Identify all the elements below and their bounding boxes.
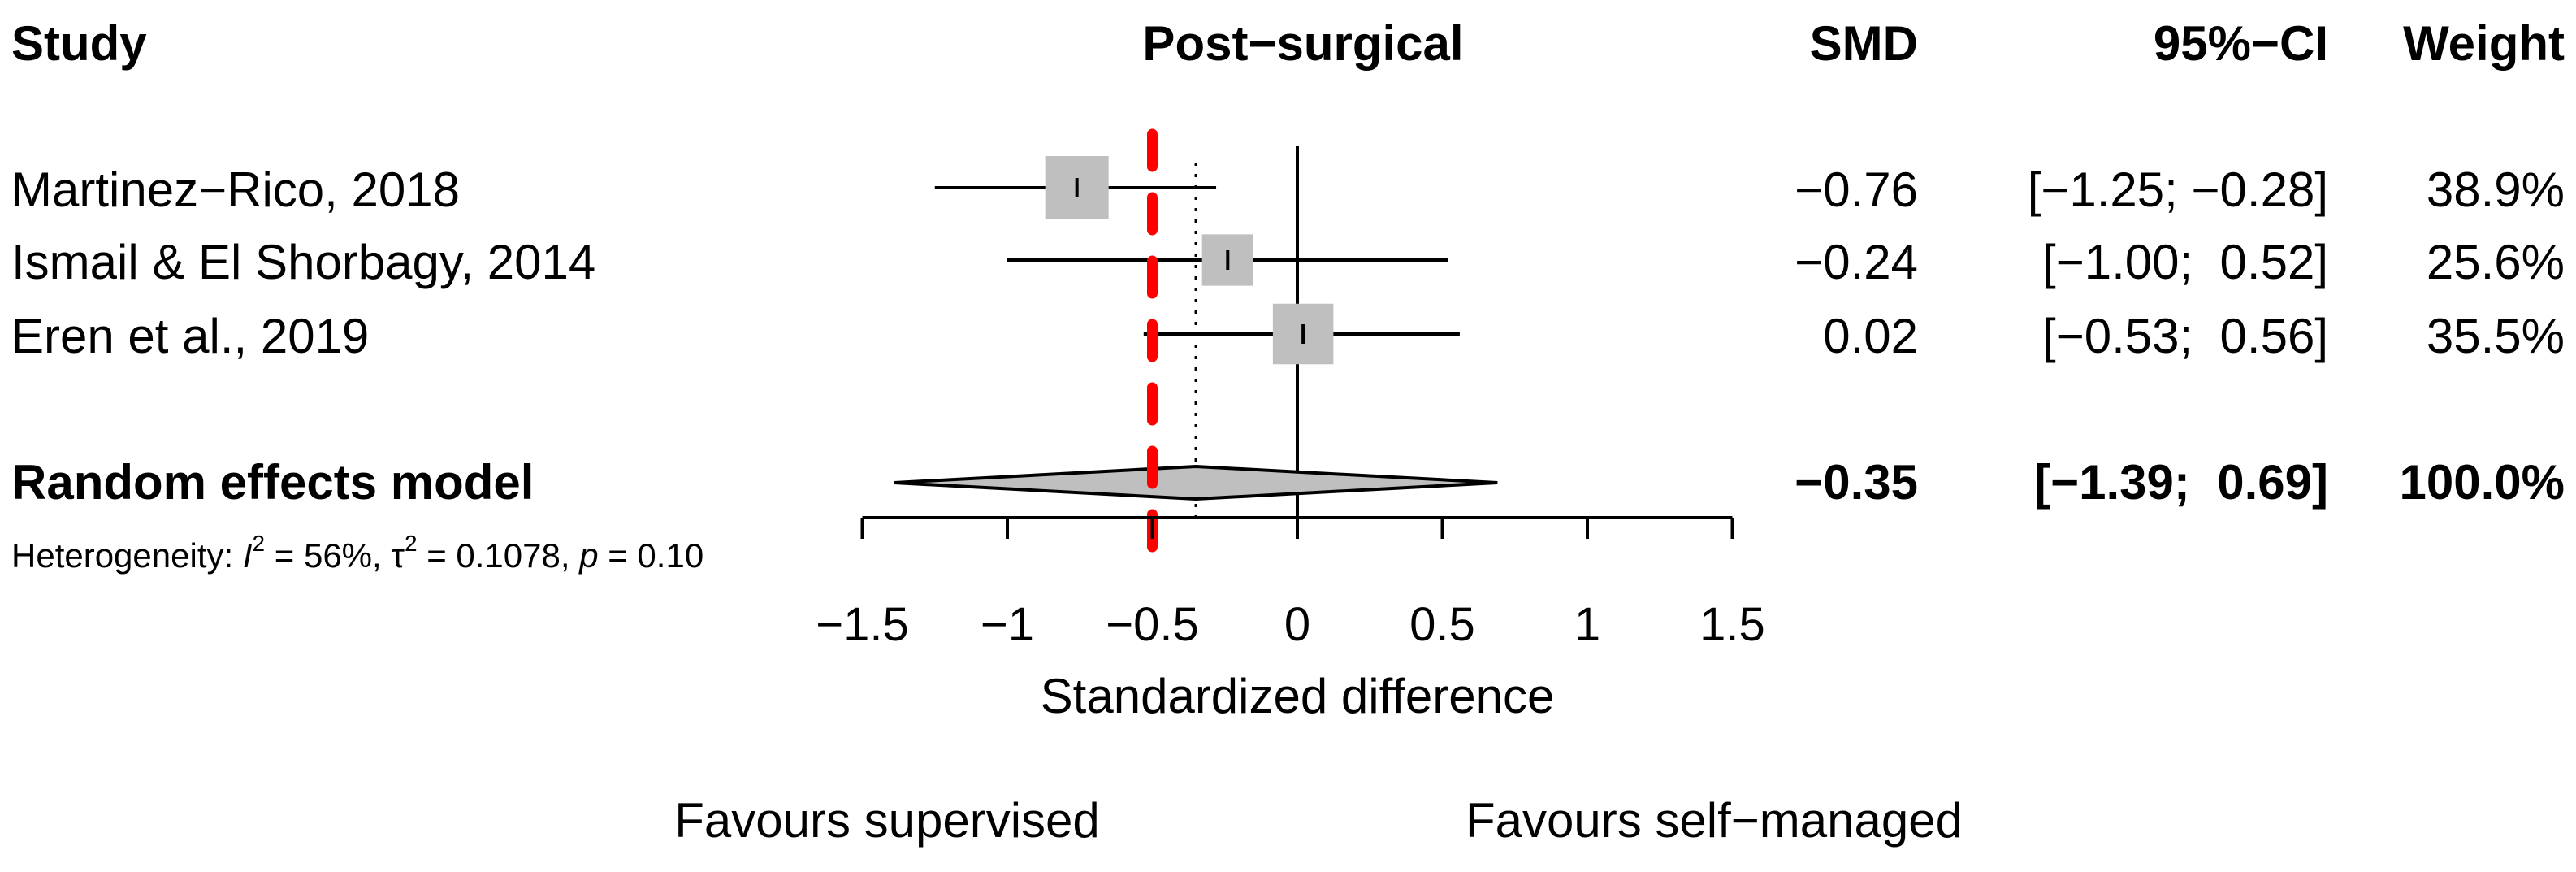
het-p-value: = 0.10 [599,536,704,575]
favours-right-label: Favours self−managed [1466,793,1963,848]
het-p-symbol: p [578,536,598,575]
het-prefix: Heterogeneity: [11,536,243,575]
het-tau-sup: 2 [405,531,418,556]
study-smd: −0.24 [1795,235,1918,289]
pooled-name: Random effects model [11,455,534,510]
x-tick-label: −1 [981,598,1034,651]
favours-left-label: Favours supervised [674,793,1100,848]
x-tick-label: 0 [1284,598,1310,651]
study-row: Ismail & El Shorbagy, 2014 −0.24 [−1.00;… [11,235,2565,289]
study-ci: [−1.00; 0.52] [2042,235,2328,289]
study-header: Study [11,16,147,71]
pooled-row: Random effects model −0.35 [−1.39; 0.69]… [11,455,2565,510]
pooled-ci: [−1.39; 0.69] [2034,455,2328,510]
ci-header: 95%−CI [2154,16,2328,71]
het-i-sup: 2 [253,531,266,556]
het-tau-value: = 0.1078, [418,536,580,575]
chart-title: Post−surgical [1142,16,1463,71]
smd-header: SMD [1810,16,1918,71]
study-smd: 0.02 [1823,309,1918,363]
x-axis-label: Standardized difference [1041,669,1555,723]
pooled-smd: −0.35 [1795,455,1918,510]
x-tick-label: 1 [1574,598,1600,651]
x-tick-label: −1.5 [816,598,909,651]
study-ci: [−0.53; 0.56] [2042,309,2328,363]
x-tick-label: 1.5 [1699,598,1765,651]
study-weight: 25.6% [2427,235,2565,289]
plot-marks: −1.5 −1 −0.5 0 0.5 1 1.5 [816,128,1765,651]
study-ci: [−1.25; −0.28] [2028,163,2328,217]
study-weight: 38.9% [2427,163,2565,217]
het-i-value: = 56%, [265,536,391,575]
het-i-symbol: I [243,536,253,575]
study-weight: 35.5% [2427,309,2565,363]
x-tick-label: −0.5 [1106,598,1199,651]
pooled-weight: 100.0% [2400,455,2565,510]
x-tick-label: 0.5 [1409,598,1475,651]
weight-header: Weight [2403,16,2565,71]
study-smd: −0.76 [1795,163,1918,217]
study-name: Ismail & El Shorbagy, 2014 [11,235,595,289]
het-tau-symbol: τ [391,536,405,575]
study-name: Martinez−Rico, 2018 [11,163,460,217]
study-row: Martinez−Rico, 2018 −0.76 [−1.25; −0.28]… [11,163,2565,217]
pooled-diamond [894,464,1498,501]
study-name: Eren et al., 2019 [11,309,369,363]
study-row: Eren et al., 2019 0.02 [−0.53; 0.56] 35.… [11,309,2565,363]
heterogeneity-text: Heterogeneity: I2 = 56%, τ2 = 0.1078, p … [11,531,704,575]
